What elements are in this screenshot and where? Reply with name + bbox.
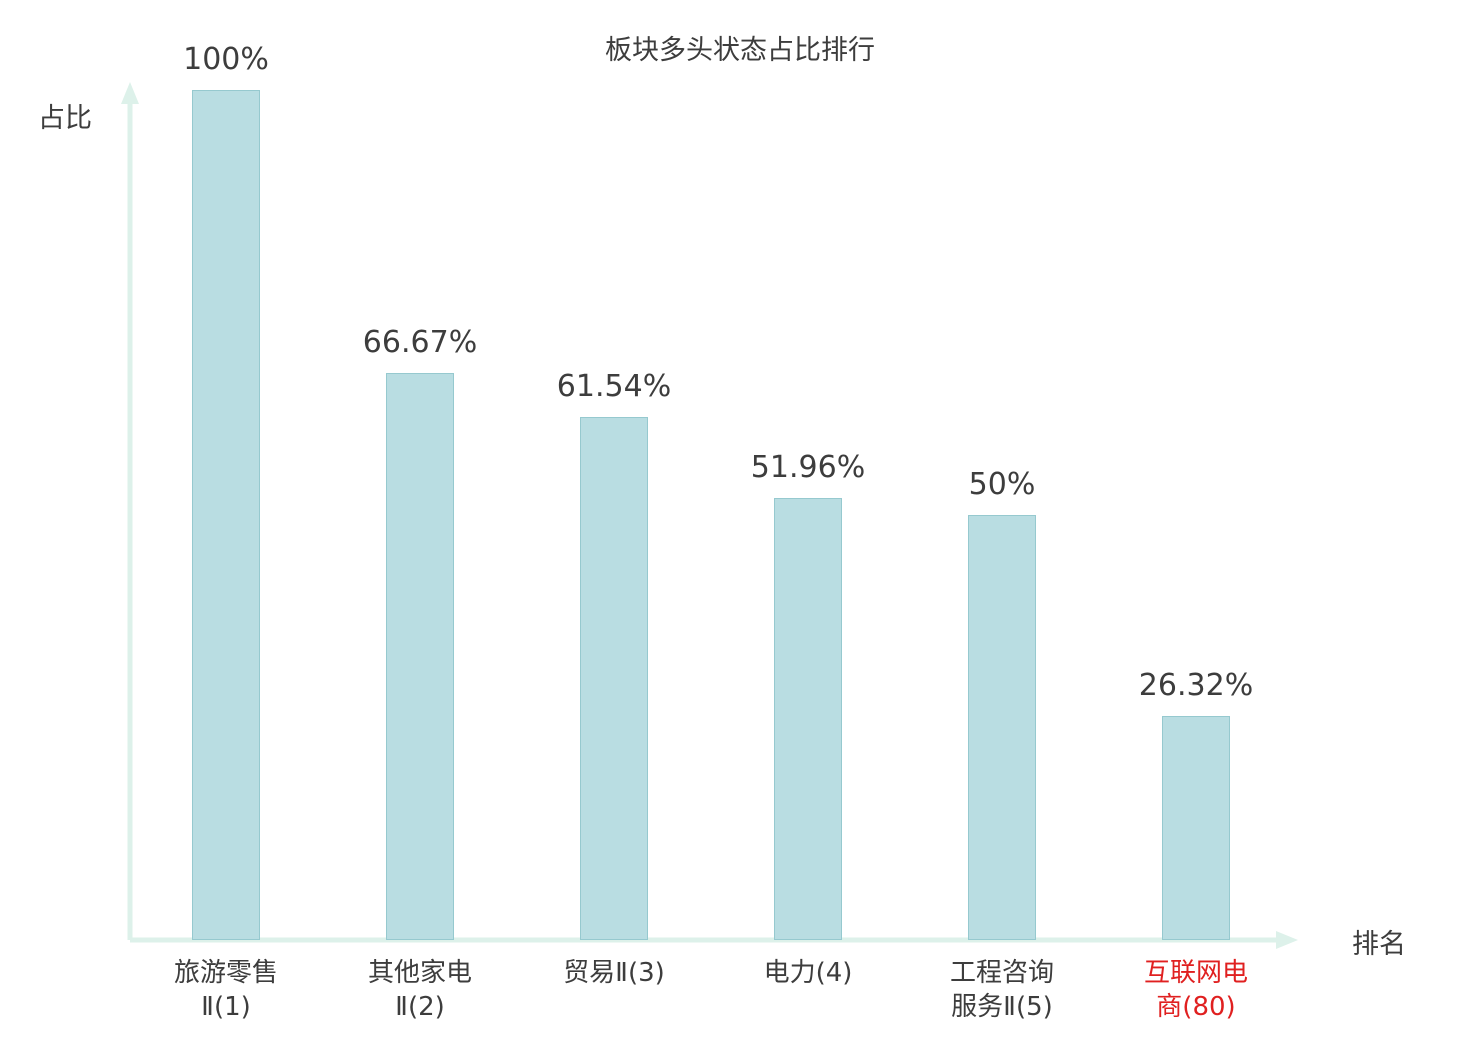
x-axis-arrow-icon (1276, 931, 1298, 949)
y-axis-arrow-icon (121, 82, 139, 104)
x-axis-label: 排名 (1352, 929, 1406, 960)
value-label-3: 61.54% (556, 368, 672, 404)
bar-2 (386, 373, 454, 940)
value-label-6: 26.32% (1138, 668, 1254, 704)
category-label-4: 电力(4) (763, 958, 853, 988)
bar-5 (968, 515, 1036, 940)
category-label-5: 工程咨询 服务Ⅱ(5) (949, 958, 1055, 1022)
chart-title: 板块多头状态占比排行 (605, 35, 875, 66)
bar-6 (1162, 716, 1230, 940)
value-label-4: 51.96% (750, 450, 866, 486)
value-label-1: 100% (183, 42, 269, 77)
category-label-6: 互联网电 商(80) (1143, 958, 1249, 1022)
y-axis-label: 占比 (38, 103, 92, 134)
value-label-5: 50% (968, 467, 1036, 502)
category-label-2: 其他家电 Ⅱ(2) (367, 958, 473, 1022)
category-label-1: 旅游零售 Ⅱ(1) (173, 958, 279, 1022)
category-label-3: 贸易Ⅱ(3) (563, 958, 665, 988)
bar-4 (774, 498, 842, 940)
value-label-2: 66.67% (362, 325, 478, 361)
bar-1 (192, 90, 260, 940)
bar-3 (580, 416, 648, 940)
